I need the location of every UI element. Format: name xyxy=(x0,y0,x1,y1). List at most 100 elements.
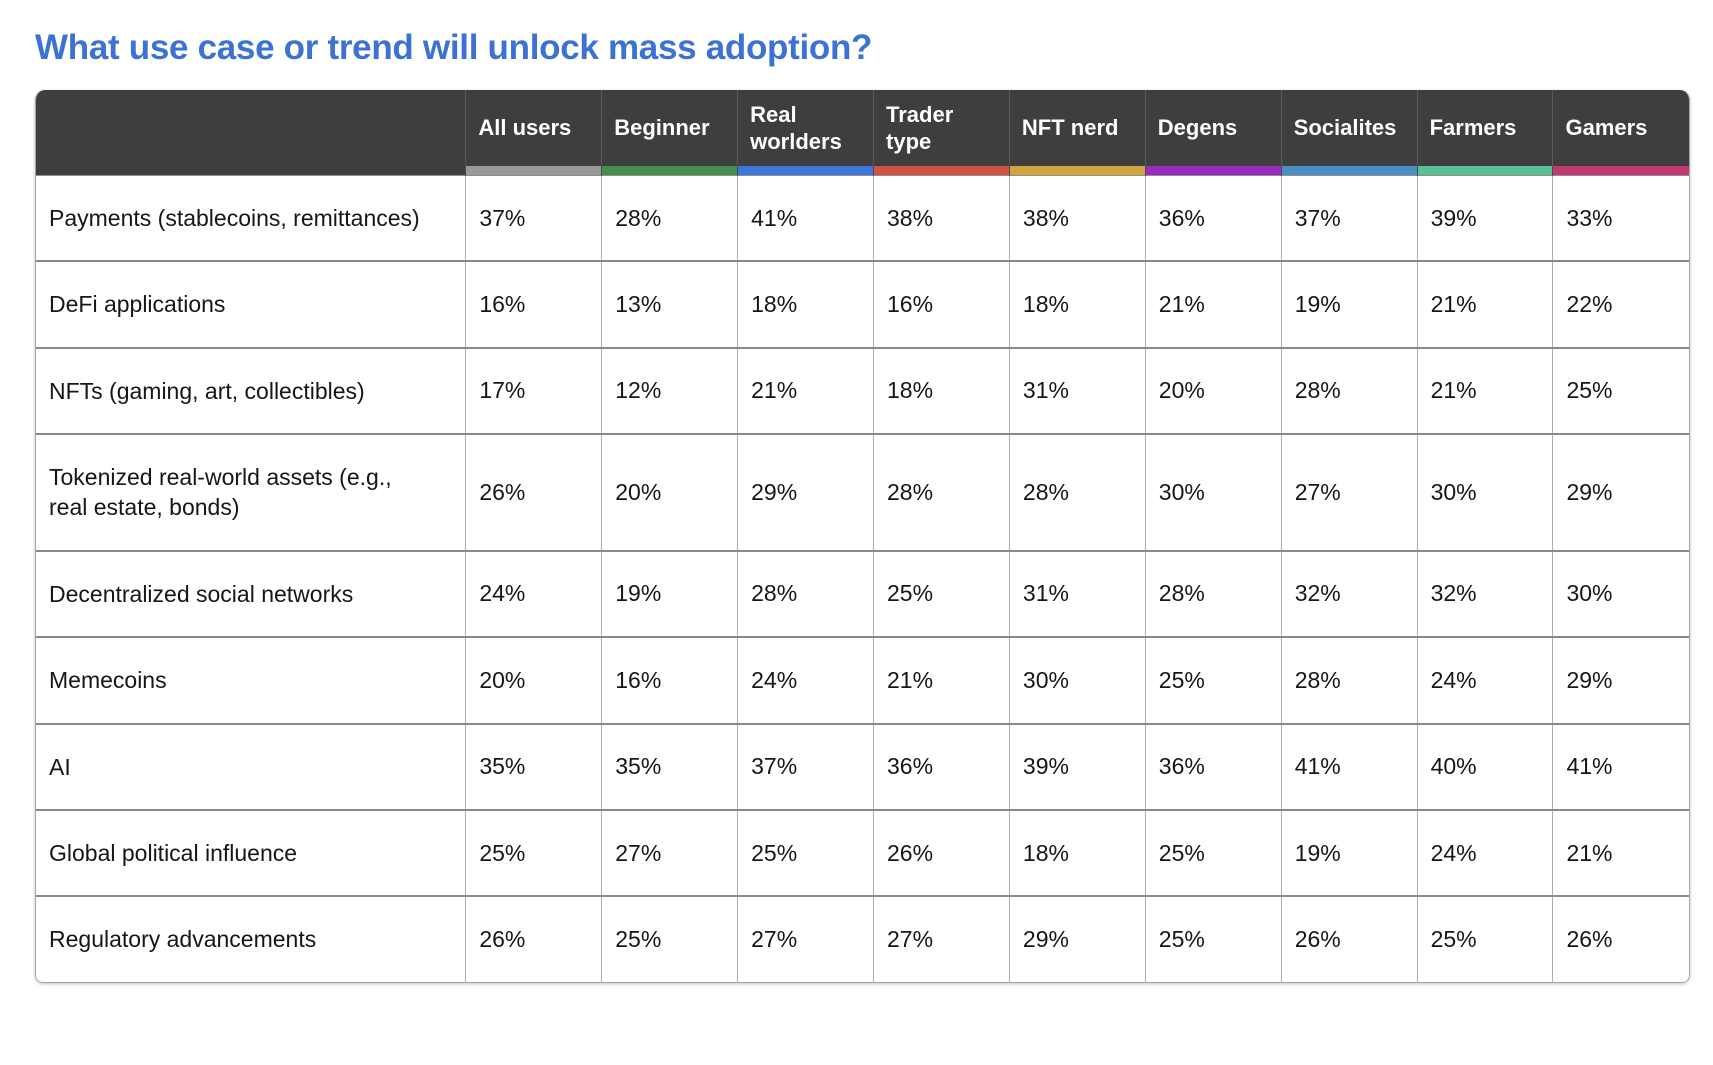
cell-value: 18% xyxy=(873,346,1010,435)
table-row-memecoins: Memecoins 20% 16% 24% 21% 30% 25% 28% 24% 29% xyxy=(36,636,1689,724)
cell-value: 28% xyxy=(1008,433,1146,551)
table-row-payments-stablecoins-remittances: Payments (stablecoins, remittances) 37% 28… xyxy=(36,175,1689,262)
cell-value: 27% xyxy=(601,808,738,897)
cell-value: 16% xyxy=(873,260,1010,348)
row-label: Memecoins xyxy=(36,636,466,724)
cell-value: 22% xyxy=(1552,260,1689,348)
cell-value: 18% xyxy=(737,260,874,348)
accent-bar-beginner xyxy=(601,166,738,176)
table-head: All users Beginner Real worlders Trader typ… xyxy=(36,90,1689,176)
cell-value: 36% xyxy=(873,722,1010,810)
cell-value: 25% xyxy=(1144,636,1282,724)
cell-value: 21% xyxy=(1552,808,1689,897)
cell-value: 41% xyxy=(1552,722,1689,810)
page: What use case or trend will unlock mass … xyxy=(35,28,1690,983)
cell-value: 33% xyxy=(1552,175,1689,262)
cell-value: 18% xyxy=(1008,808,1146,897)
row-label: Global political influence xyxy=(36,808,466,897)
cell-value: 29% xyxy=(1008,895,1146,982)
column-header-real-worlders: Real worlders xyxy=(737,90,874,166)
cell-value: 27% xyxy=(1280,433,1418,551)
cell-value: 25% xyxy=(1144,808,1282,897)
cell-value: 20% xyxy=(465,636,602,724)
row-label: Regulatory advancements xyxy=(36,895,466,982)
cell-value: 26% xyxy=(873,808,1010,897)
cell-value: 31% xyxy=(1008,346,1146,435)
cell-value: 24% xyxy=(1416,808,1553,897)
column-header-gamers: Gamers xyxy=(1552,90,1689,166)
page-title: What use case or trend will unlock mass … xyxy=(35,28,873,67)
cell-value: 36% xyxy=(1144,722,1282,810)
cell-value: 17% xyxy=(465,346,602,435)
column-header-trader-type: Trader type xyxy=(873,90,1010,166)
column-header-all-users: All users xyxy=(465,90,602,166)
cell-value: 19% xyxy=(1280,808,1418,897)
cell-value: 21% xyxy=(873,636,1010,724)
row-label: NFTs (gaming, art, collectibles) xyxy=(36,346,466,435)
cell-value: 27% xyxy=(737,895,874,982)
accent-bar-trader-type xyxy=(873,166,1010,176)
cell-value: 28% xyxy=(1280,346,1418,435)
cell-value: 18% xyxy=(1008,260,1146,348)
cell-value: 12% xyxy=(601,346,738,435)
table-body: Payments (stablecoins, remittances) 37% 28… xyxy=(36,175,1689,982)
cell-value: 29% xyxy=(1552,636,1689,724)
accent-bar-gamers xyxy=(1552,166,1689,176)
column-header-nft-nerd: NFT nerd xyxy=(1008,90,1146,166)
cell-value: 40% xyxy=(1416,722,1553,810)
cell-value: 30% xyxy=(1552,549,1689,638)
cell-value: 32% xyxy=(1416,549,1553,638)
cell-value: 28% xyxy=(1280,636,1418,724)
adoption-table: All users Beginner Real worlders Trader typ… xyxy=(36,90,1689,982)
cell-value: 16% xyxy=(601,636,738,724)
table-row-regulatory-advancements: Regulatory advancements 26% 25% 27% 27% 29% 25… xyxy=(36,895,1689,982)
accent-row xyxy=(36,166,1689,176)
accent-bar-farmers xyxy=(1416,166,1553,176)
cell-value: 24% xyxy=(465,549,602,638)
cell-value: 37% xyxy=(1280,175,1418,262)
cell-value: 37% xyxy=(465,175,602,262)
cell-value: 29% xyxy=(737,433,874,551)
cell-value: 27% xyxy=(873,895,1010,982)
cell-value: 21% xyxy=(737,346,874,435)
cell-value: 26% xyxy=(1280,895,1418,982)
cell-value: 38% xyxy=(1008,175,1146,262)
row-label: DeFi applications xyxy=(36,260,466,348)
cell-value: 21% xyxy=(1416,260,1553,348)
table-row-tokenized-real-world-assets-e-g-real-estate-bonds: Tokenized real-world assets (e.g., real … xyxy=(36,433,1689,551)
cell-value: 25% xyxy=(1144,895,1282,982)
cell-value: 21% xyxy=(1144,260,1282,348)
column-header-socialites: Socialites xyxy=(1280,90,1418,166)
column-header-farmers: Farmers xyxy=(1416,90,1553,166)
cell-value: 28% xyxy=(737,549,874,638)
row-label: Tokenized real-world assets (e.g., real … xyxy=(36,433,466,551)
cell-value: 25% xyxy=(737,808,874,897)
cell-value: 24% xyxy=(737,636,874,724)
table-row-decentralized-social-networks: Decentralized social networks 24% 19% 28% 25… xyxy=(36,549,1689,638)
row-label: Decentralized social networks xyxy=(36,549,466,638)
accent-bar-nft-nerd xyxy=(1008,166,1146,176)
cell-value: 19% xyxy=(1280,260,1418,348)
column-header-beginner: Beginner xyxy=(601,90,738,166)
cell-value: 28% xyxy=(873,433,1010,551)
cell-value: 20% xyxy=(1144,346,1282,435)
accent-bar-real-worlders xyxy=(737,166,874,176)
cell-value: 26% xyxy=(1552,895,1689,982)
cell-value: 39% xyxy=(1416,175,1553,262)
row-label: AI xyxy=(36,722,466,810)
cell-value: 29% xyxy=(1552,433,1689,551)
cell-value: 20% xyxy=(601,433,738,551)
row-label: Payments (stablecoins, remittances) xyxy=(36,175,466,262)
cell-value: 19% xyxy=(601,549,738,638)
cell-value: 39% xyxy=(1008,722,1146,810)
table-row-global-political-influence: Global political influence 25% 27% 25% 26% 18… xyxy=(36,808,1689,897)
cell-value: 21% xyxy=(1416,346,1553,435)
cell-value: 38% xyxy=(873,175,1010,262)
cell-value: 25% xyxy=(465,808,602,897)
cell-value: 36% xyxy=(1144,175,1282,262)
cell-value: 41% xyxy=(737,175,874,262)
table-row-ai: AI 35% 35% 37% 36% 39% 36% 41% 40% 41% xyxy=(36,722,1689,810)
header-corner-cell xyxy=(36,90,466,166)
column-header-degens: Degens xyxy=(1144,90,1282,166)
header-row: All users Beginner Real worlders Trader typ… xyxy=(36,90,1689,166)
